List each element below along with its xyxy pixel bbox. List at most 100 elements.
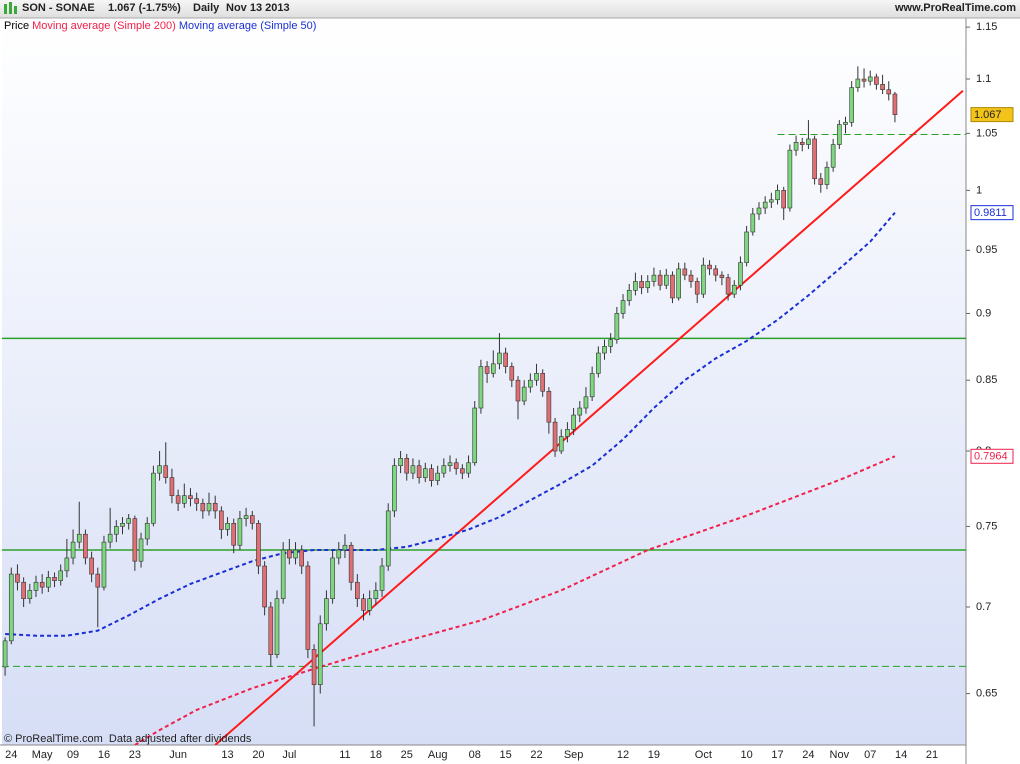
- candle-body: [546, 390, 552, 423]
- y-tick-label: 0.95: [976, 244, 997, 256]
- legend: Price Moving average (Simple 200) Moving…: [4, 20, 316, 32]
- candle-body: [243, 515, 249, 519]
- x-tick-label: 10: [741, 749, 753, 761]
- value-badge: [970, 448, 1014, 464]
- candle-body: [225, 522, 230, 530]
- y-tick-label: 0.65: [976, 687, 997, 699]
- candle-body: [237, 518, 243, 546]
- candle-body: [478, 366, 484, 409]
- candle-body: [874, 76, 879, 85]
- candle-body: [651, 274, 657, 282]
- candle-body: [725, 277, 731, 295]
- candle-body: [299, 549, 305, 567]
- legend-item: Moving average (Simple 200): [32, 20, 176, 32]
- candle-body: [490, 363, 496, 374]
- candle-body: [552, 421, 558, 452]
- candle-body: [787, 149, 793, 209]
- candle-body: [404, 458, 410, 474]
- candle-body: [138, 538, 144, 562]
- candle-body: [466, 462, 471, 474]
- logo: [4, 4, 7, 14]
- candle-body: [608, 339, 613, 347]
- x-tick-label: Sep: [564, 749, 584, 761]
- candle-body: [861, 78, 867, 82]
- candle-body: [744, 231, 749, 263]
- candle-body: [515, 379, 521, 402]
- moving-average: [134, 455, 896, 745]
- candle-body: [626, 290, 632, 301]
- x-tick-label: 20: [252, 749, 264, 761]
- candle-body: [694, 281, 700, 295]
- trendline: [214, 90, 964, 745]
- candle-body: [521, 386, 527, 402]
- header: SON - SONAE 1.067 (-1.75%) Daily Nov 13 …: [0, 0, 1020, 18]
- candle-body: [64, 557, 70, 572]
- candle-body: [398, 458, 403, 467]
- candle-body: [534, 373, 539, 381]
- candle-body: [416, 465, 422, 478]
- candle-body: [58, 570, 64, 581]
- candle-body: [583, 396, 589, 409]
- candle-body: [262, 565, 267, 608]
- plot: [2, 66, 966, 745]
- x-tick-label: 24: [802, 749, 814, 761]
- candle-body: [249, 515, 255, 524]
- candle-body: [688, 274, 694, 282]
- x-tick-label: 24: [5, 749, 17, 761]
- candle-body: [596, 352, 601, 374]
- value-badge: [970, 205, 1014, 221]
- symbol: SON - SONAE: [22, 2, 95, 14]
- x-tick-label: Jul: [282, 749, 296, 761]
- x-tick-label: Oct: [695, 749, 712, 761]
- candle-body: [614, 313, 620, 340]
- moving-average: [5, 212, 896, 637]
- candle-body: [101, 541, 107, 588]
- candle-body: [39, 581, 45, 588]
- candle-body: [373, 590, 379, 599]
- value-badge-label: 1.067: [974, 109, 1002, 121]
- candle-body: [120, 522, 125, 527]
- candle-body: [70, 541, 76, 559]
- candle-body: [212, 502, 218, 512]
- y-tick-label: 0.75: [976, 520, 997, 532]
- candle-body: [558, 436, 564, 452]
- candle-body: [280, 549, 286, 599]
- candle-body: [855, 78, 861, 88]
- candle-body: [447, 462, 453, 467]
- candle-body: [892, 93, 898, 115]
- candle-body: [410, 465, 416, 474]
- candle-body: [76, 533, 82, 543]
- candle-body: [336, 549, 342, 559]
- candle-body: [194, 498, 199, 504]
- value-badge-label: 0.9811: [974, 207, 1007, 219]
- candle-body: [867, 76, 873, 82]
- candle-body: [793, 142, 799, 151]
- candle-body: [126, 518, 131, 524]
- candle-body: [528, 379, 533, 388]
- candle-body: [132, 518, 138, 562]
- candle-body: [151, 472, 156, 524]
- candle-body: [157, 465, 162, 474]
- candle-body: [385, 510, 391, 567]
- logo: [14, 6, 17, 14]
- site: www.ProRealTime.com: [894, 2, 1016, 14]
- y-tick-label: 0.85: [976, 374, 997, 386]
- x-tick-label: 22: [530, 749, 542, 761]
- candle-body: [256, 522, 261, 567]
- candle-body: [305, 565, 311, 650]
- candle-body: [670, 274, 675, 299]
- candle-body: [188, 495, 193, 500]
- candle-body: [287, 549, 292, 559]
- candle-body: [355, 581, 360, 599]
- candle-body: [453, 462, 459, 469]
- candle-body: [163, 465, 169, 478]
- candle-body: [571, 414, 576, 430]
- y-tick-label: 0.7: [976, 601, 991, 613]
- candle-body: [843, 121, 848, 125]
- candle-body: [144, 522, 150, 540]
- candle-body: [231, 522, 237, 546]
- x-tick-label: May: [32, 749, 53, 761]
- candle-body: [311, 649, 317, 685]
- candle-body: [52, 577, 57, 581]
